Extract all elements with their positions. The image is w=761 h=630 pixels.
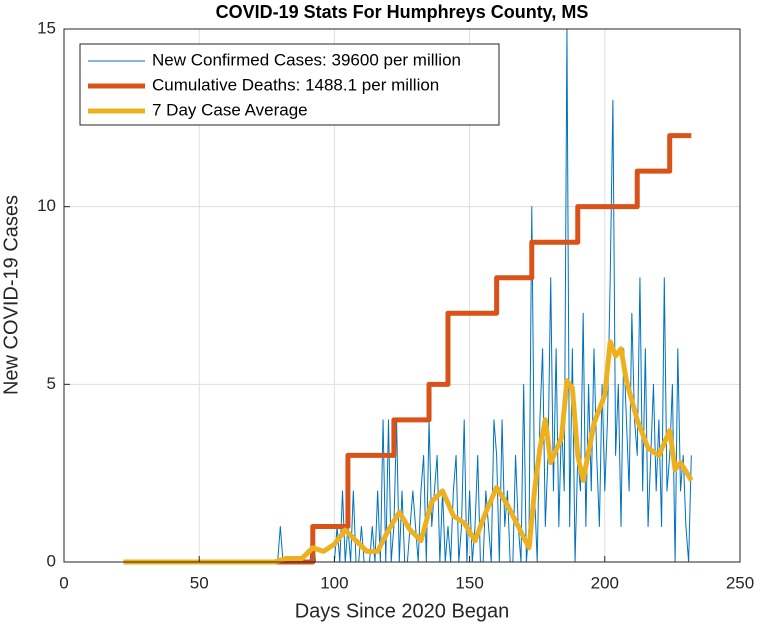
x-tick-label: 0 (59, 573, 68, 592)
y-axis-label: New COVID-19 Cases (0, 195, 22, 395)
y-tick-label: 15 (37, 18, 56, 37)
x-tick-label: 100 (320, 573, 348, 592)
legend-label: 7 Day Case Average (152, 100, 308, 119)
y-tick-label: 5 (47, 374, 56, 393)
series-line (123, 133, 692, 565)
x-tick-label: 200 (591, 573, 619, 592)
axes-box (63, 28, 741, 563)
legend-label: Cumulative Deaths: 1488.1 per million (152, 75, 439, 94)
series-line (123, 339, 694, 565)
legend-box (79, 43, 500, 126)
legend-label: New Confirmed Cases: 39600 per million (152, 50, 461, 69)
ticks: 0 50 100 150 200 250 0 5 10 15 (37, 18, 754, 592)
legend: New Confirmed Cases: 39600 per million Cu… (79, 43, 500, 126)
x-tick-label: 250 (726, 573, 754, 592)
x-tick-label: 50 (190, 573, 209, 592)
y-tick-label: 10 (37, 196, 56, 215)
x-tick-label: 150 (455, 573, 483, 592)
x-axis-label: Days Since 2020 Began (295, 600, 510, 622)
chart-title: COVID-19 Stats For Humphreys County, MS (216, 2, 589, 22)
y-tick-label: 0 (47, 551, 56, 570)
